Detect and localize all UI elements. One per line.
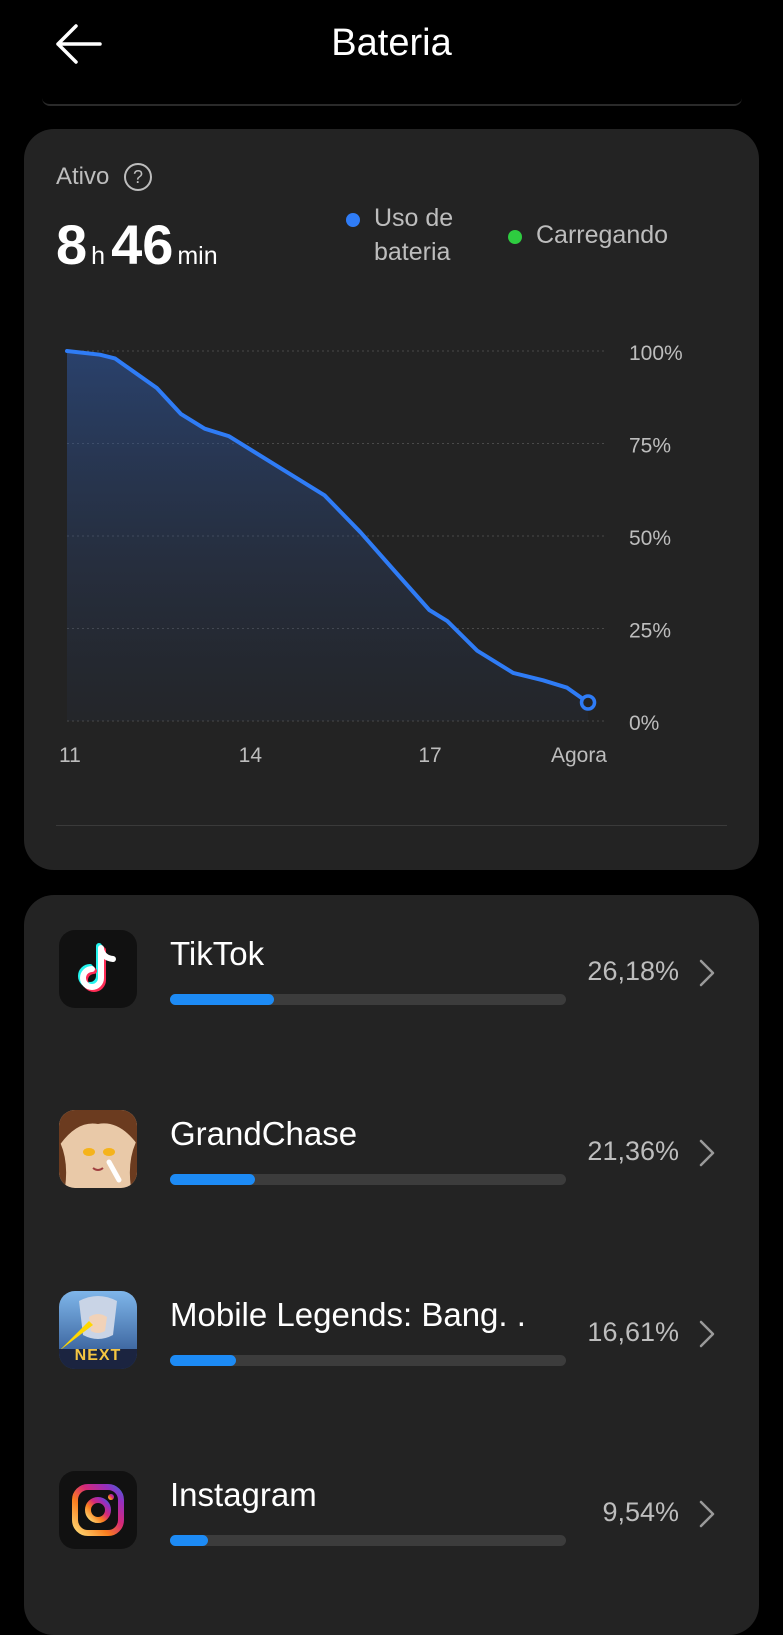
- x-tick-label: 17: [418, 744, 441, 767]
- active-time: 8 h 46 min: [56, 212, 224, 277]
- y-tick-label: 50%: [629, 527, 671, 550]
- app-row-grandchase[interactable]: GrandChase 21,36%: [24, 1110, 759, 1230]
- usage-bar-fill: [170, 1535, 208, 1546]
- card-divider: [56, 825, 727, 826]
- app-header: Bateria: [0, 0, 783, 96]
- grandchase-icon: [59, 1110, 137, 1188]
- app-row-instagram[interactable]: Instagram 9,54%: [24, 1471, 759, 1591]
- app-icon-label: NEXT: [59, 1347, 137, 1365]
- usage-bar: [170, 1355, 566, 1366]
- minutes-unit: min: [177, 242, 217, 270]
- current-level-marker: [582, 696, 595, 709]
- app-name: Instagram: [170, 1476, 317, 1514]
- app-name: TikTok: [170, 935, 264, 973]
- chevron-right-icon: [697, 958, 717, 988]
- legend-charging: Carregando: [508, 218, 668, 252]
- battery-usage-card: Ativo ? 8 h 46 min Uso de bateria Carregand…: [24, 129, 759, 870]
- usage-bar-fill: [170, 1174, 255, 1185]
- usage-bar: [170, 1535, 566, 1546]
- help-icon[interactable]: ?: [124, 163, 152, 191]
- x-tick-label: 11: [59, 744, 81, 767]
- legend-usage-dot: [346, 213, 360, 227]
- legend-usage-line2: bateria: [374, 235, 453, 269]
- app-row-tiktok[interactable]: TikTok 26,18%: [24, 930, 759, 1050]
- y-tick-label: 100%: [629, 342, 683, 365]
- y-tick-label: 25%: [629, 620, 671, 643]
- y-tick-label: 0%: [629, 712, 659, 735]
- chevron-right-icon: [697, 1319, 717, 1349]
- usage-percent: 9,54%: [602, 1497, 679, 1528]
- chevron-right-icon: [697, 1138, 717, 1168]
- instagram-icon: [59, 1471, 137, 1549]
- x-tick-label: Agora: [551, 744, 607, 767]
- legend-battery-usage: Uso de bateria: [346, 201, 453, 269]
- hours-unit: h: [91, 242, 105, 270]
- y-tick-label: 75%: [629, 435, 671, 458]
- usage-bar-fill: [170, 994, 274, 1005]
- active-minutes: 46: [111, 213, 173, 276]
- usage-bar-fill: [170, 1355, 236, 1366]
- usage-bar: [170, 994, 566, 1005]
- app-usage-list: TikTok 26,18% GrandChase 21,36% Mobile Legen…: [24, 895, 759, 1635]
- battery-chart: 100% 75% 50% 25% 0% 11 14 17 Agora: [24, 319, 759, 779]
- app-name: GrandChase: [170, 1115, 357, 1153]
- x-tick-label: 14: [239, 744, 263, 767]
- battery-area: [67, 351, 588, 721]
- app-row-mobile-legends[interactable]: Mobile Legends: Bang. . 16,61% NEXT: [24, 1291, 759, 1411]
- header-divider: [42, 98, 742, 106]
- usage-percent: 26,18%: [587, 956, 679, 987]
- page-title: Bateria: [0, 22, 783, 65]
- tiktok-icon: [59, 930, 137, 1008]
- usage-bar: [170, 1174, 566, 1185]
- usage-percent: 16,61%: [587, 1317, 679, 1348]
- chevron-right-icon: [697, 1499, 717, 1529]
- legend-charging-dot: [508, 230, 522, 244]
- legend-charging-label: Carregando: [536, 221, 668, 249]
- active-hours: 8: [56, 213, 87, 276]
- active-label: Ativo: [56, 163, 109, 191]
- legend-usage-line1: Uso de: [374, 201, 453, 235]
- app-name: Mobile Legends: Bang. .: [170, 1296, 526, 1334]
- usage-percent: 21,36%: [587, 1136, 679, 1167]
